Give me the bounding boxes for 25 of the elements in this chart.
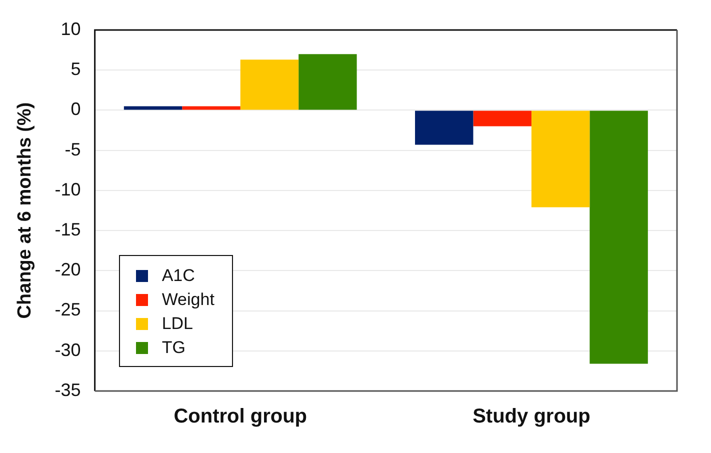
legend-label: TG [162, 338, 186, 358]
bar [182, 106, 240, 110]
y-tick-label: 0 [70, 99, 81, 120]
y-tick-label: 5 [70, 59, 81, 80]
y-tick-label: -25 [54, 300, 81, 320]
legend-label: Weight [162, 290, 214, 310]
y-tick-label: -15 [54, 220, 81, 240]
legend-label: A1C [162, 266, 195, 286]
bar [415, 110, 474, 145]
bar [590, 110, 648, 364]
x-tick-label: Control group [174, 406, 308, 428]
y-tick-label: -5 [64, 139, 81, 160]
y-axis-title: Change at 6 months (%) [14, 102, 36, 319]
y-tick-label: 10 [60, 18, 81, 39]
bar [124, 106, 182, 110]
bar [298, 54, 357, 110]
bar [240, 60, 299, 110]
bar [473, 110, 532, 126]
y-tick-label: -35 [54, 380, 81, 400]
legend-label: LDL [162, 314, 193, 334]
y-tick-label: -30 [54, 340, 81, 360]
x-tick-label: Study group [472, 406, 590, 428]
bar [531, 110, 590, 208]
y-tick-label: -20 [54, 260, 81, 280]
y-tick-label: -10 [54, 179, 81, 200]
